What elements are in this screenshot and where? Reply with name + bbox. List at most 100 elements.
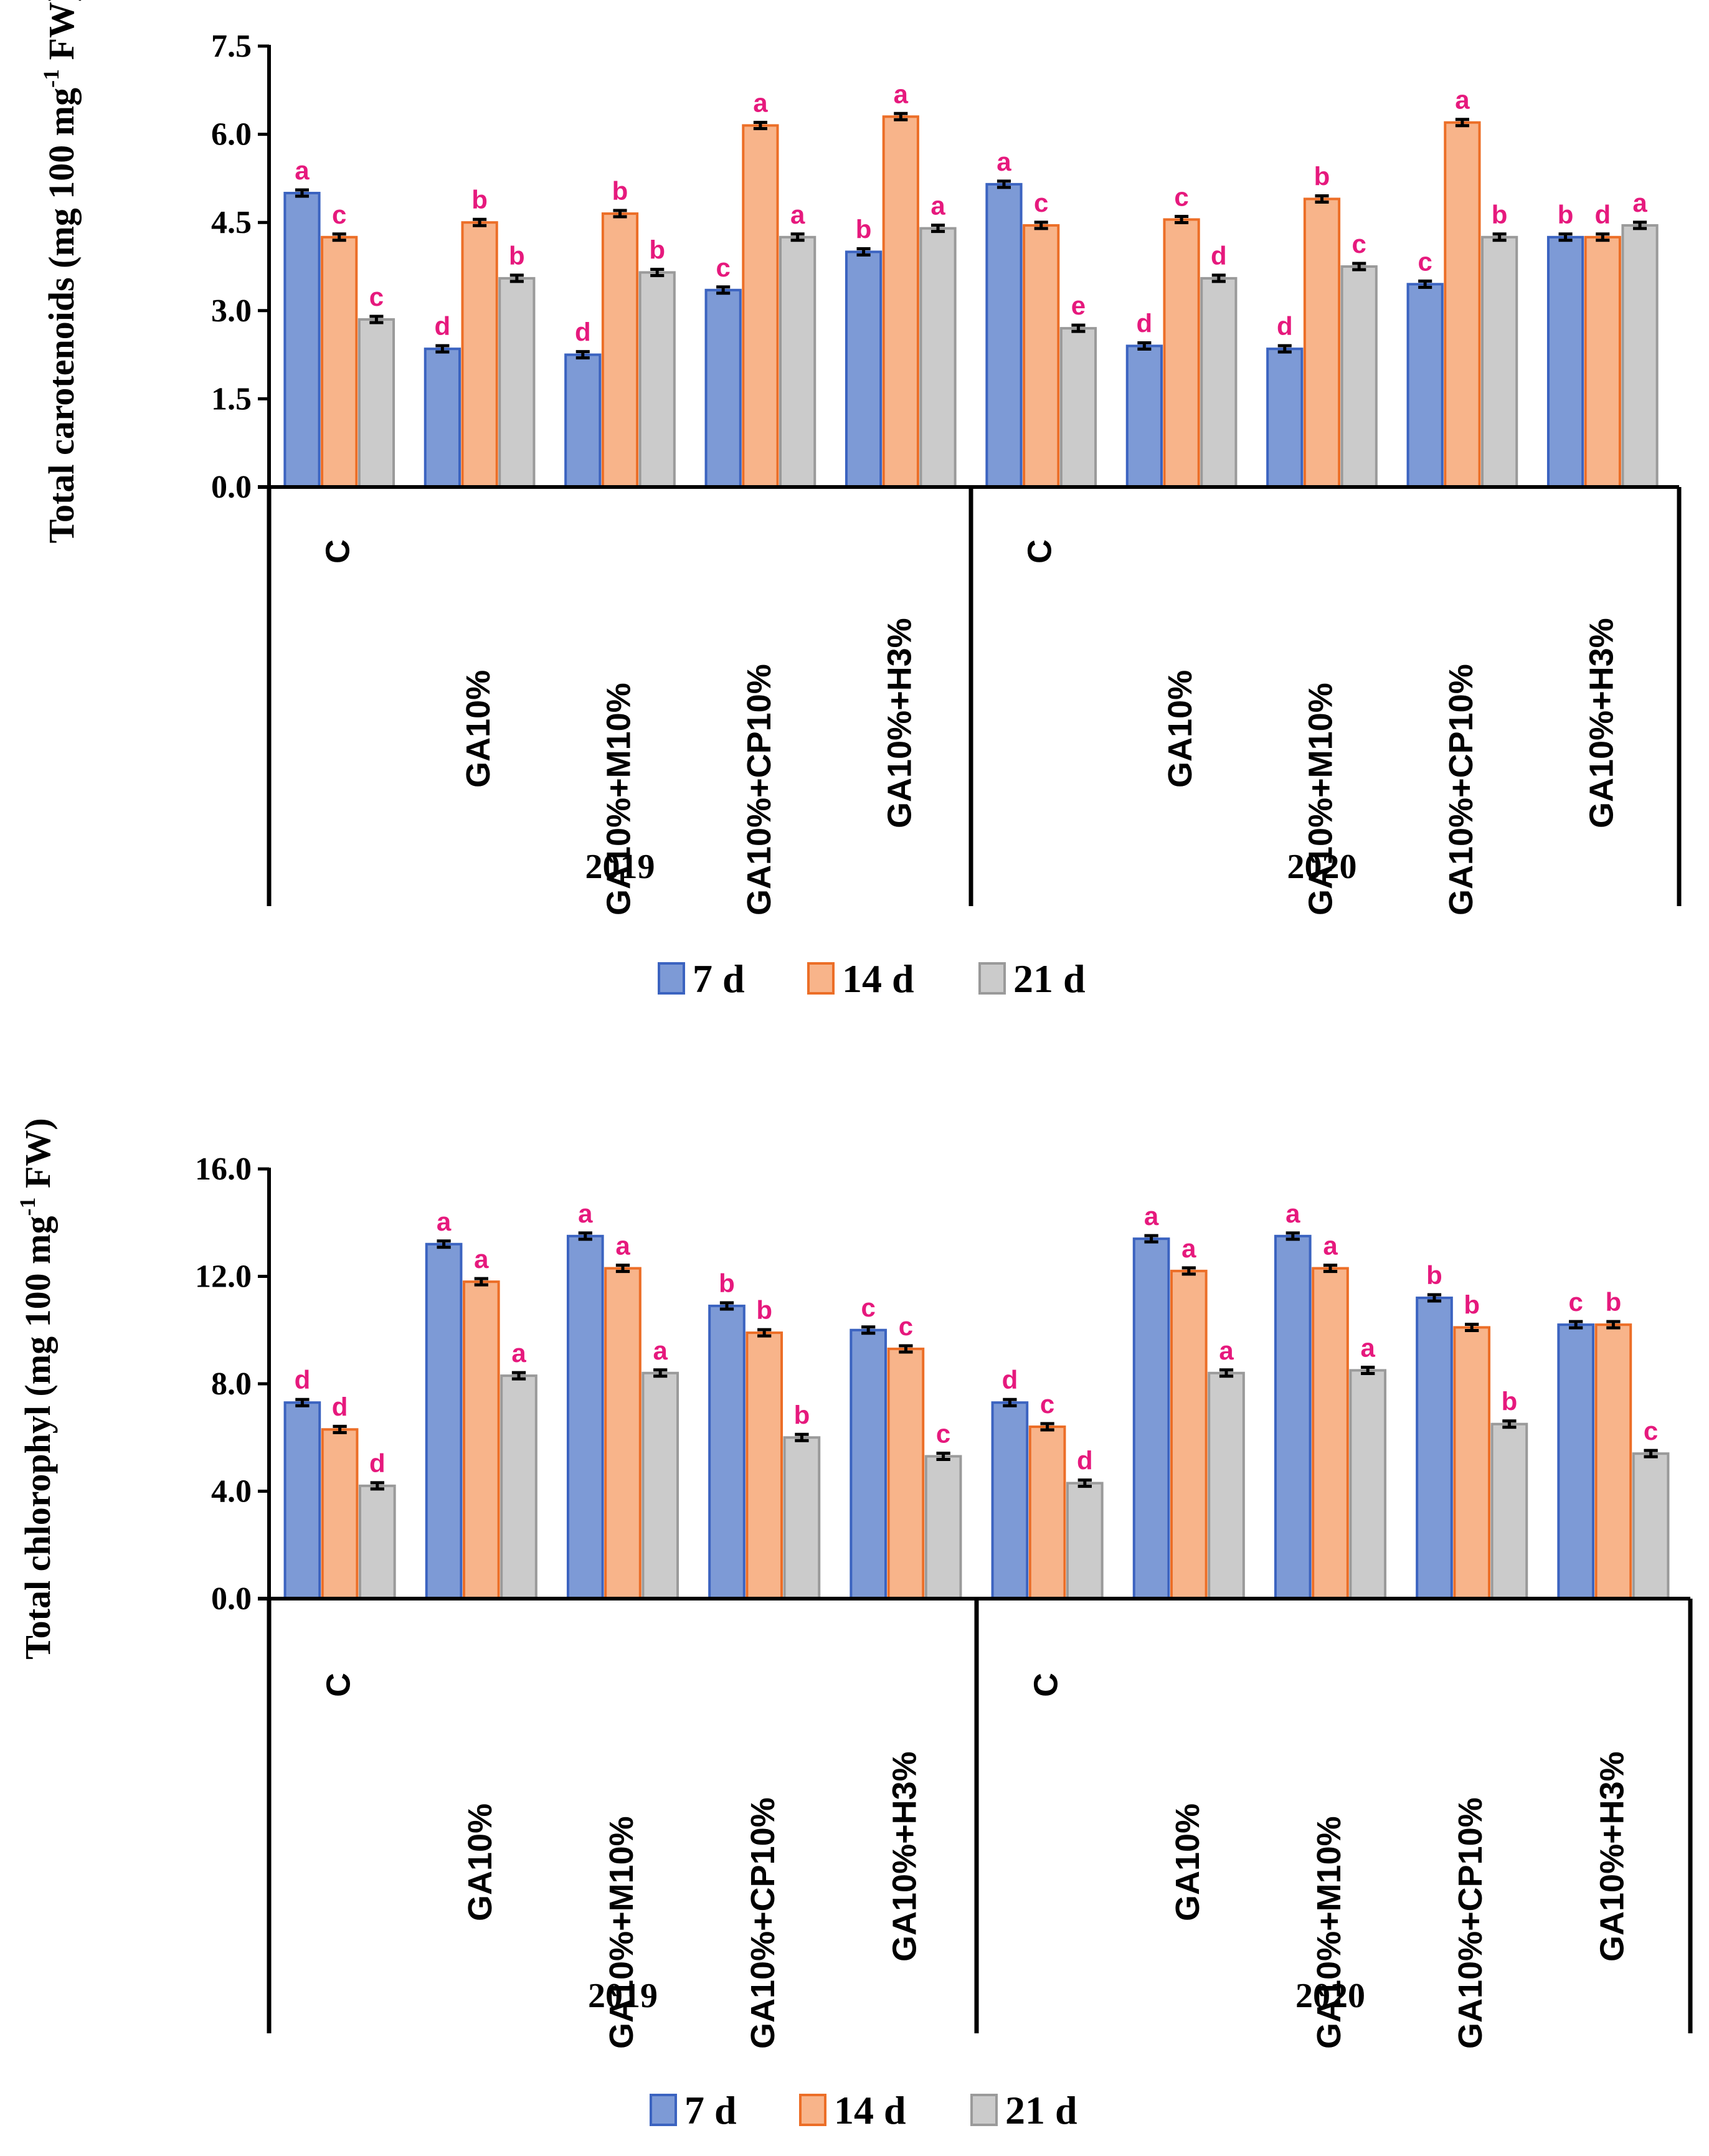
- significance-letter: a: [1632, 188, 1647, 217]
- category-label: GA10%+CP10%: [741, 664, 778, 915]
- significance-letter: c: [369, 282, 384, 311]
- significance-letter: a: [1455, 85, 1470, 115]
- y-tick-label: 8.0: [211, 1366, 252, 1402]
- significance-letter: b: [612, 176, 628, 206]
- significance-letter: b: [1314, 161, 1330, 191]
- significance-letter: d: [295, 1365, 311, 1394]
- bar-14d-9: [1453, 1326, 1491, 1600]
- bar-14d-9: [1444, 121, 1481, 489]
- y-axis-label: Total carotenoids (mg 100 mg-1 FW): [39, 0, 82, 543]
- category-label: C: [1028, 1673, 1065, 1697]
- category-label: GA10%+M10%: [1310, 1816, 1348, 2049]
- significance-letter: c: [936, 1419, 950, 1448]
- significance-letter: a: [511, 1338, 526, 1368]
- significance-letter: c: [1040, 1389, 1054, 1419]
- bar-14d-4: [746, 1331, 783, 1600]
- legend-label-7d: 7 d: [684, 2088, 737, 2132]
- legend-label-14d: 14 d: [842, 957, 914, 1001]
- category-label: GA10%+H3%: [1593, 1751, 1631, 1962]
- significance-letter: a: [295, 156, 310, 185]
- bar-14d-5: [887, 1347, 925, 1600]
- bar-14d-7: [1170, 1269, 1208, 1600]
- legend-label-21d: 21 d: [1005, 2088, 1077, 2132]
- significance-letter: d: [1277, 311, 1293, 341]
- y-tick-label: 0.0: [211, 470, 252, 505]
- significance-letter: a: [653, 1336, 668, 1365]
- legend-swatch-21d: [970, 2094, 998, 2126]
- bar-14d-6: [1023, 224, 1060, 488]
- bar-14d-3: [601, 212, 639, 488]
- bar-14d-8: [1312, 1267, 1349, 1600]
- significance-letter: a: [753, 88, 768, 117]
- y-tick-label: 12.0: [195, 1259, 252, 1295]
- significance-letter: a: [1144, 1201, 1159, 1231]
- significance-letter: a: [474, 1244, 489, 1274]
- bar-14d-8: [1303, 197, 1341, 488]
- bar-21d-6: [1059, 327, 1097, 488]
- bar-21d-4: [783, 1436, 821, 1600]
- significance-letter: a: [437, 1207, 452, 1236]
- bar-7d-2: [425, 1242, 463, 1600]
- bar-7d-6: [991, 1401, 1029, 1600]
- category-label: GA10%+CP10%: [1452, 1797, 1489, 2049]
- bar-7d-6: [985, 182, 1023, 488]
- significance-letter: c: [1569, 1287, 1583, 1317]
- significance-letter: a: [997, 147, 1011, 176]
- bar-21d-5: [919, 227, 957, 488]
- significance-letter: d: [369, 1449, 386, 1478]
- significance-letter: b: [756, 1295, 772, 1325]
- bar-14d-10: [1584, 235, 1621, 488]
- category-label: GA10%+H3%: [1583, 618, 1620, 828]
- bar-7d-7: [1132, 1237, 1170, 1600]
- significance-letter: a: [615, 1231, 630, 1260]
- significance-letter: b: [719, 1269, 735, 1298]
- legend-swatch-21d: [978, 962, 1006, 995]
- significance-letter: b: [649, 235, 665, 264]
- bar-21d-3: [641, 1371, 679, 1600]
- category-label: GA10%+CP10%: [744, 1797, 782, 2049]
- significance-letter: c: [1174, 182, 1188, 211]
- bar-14d-3: [604, 1267, 641, 1600]
- bar-21d-7: [1208, 1371, 1245, 1600]
- bar-21d-2: [500, 1374, 537, 1600]
- significance-letter: b: [1464, 1290, 1480, 1319]
- legend-swatch-7d: [650, 2094, 677, 2126]
- bar-21d-3: [638, 271, 676, 488]
- bar-21d-10: [1632, 1452, 1670, 1600]
- category-label: GA10%+M10%: [1302, 683, 1340, 915]
- bar-7d-2: [424, 348, 461, 488]
- category-label: GA10%: [1169, 1804, 1206, 1921]
- significance-letter: c: [1034, 188, 1048, 217]
- bar-14d-5: [882, 115, 919, 488]
- category-label: GA10%+M10%: [603, 1816, 640, 2049]
- bar-21d-4: [779, 235, 817, 488]
- y-tick-label: 7.5: [211, 29, 252, 64]
- bar-7d-10: [1557, 1323, 1595, 1600]
- bar-7d-10: [1546, 235, 1584, 488]
- bar-7d-3: [566, 1234, 604, 1600]
- significance-letter: b: [509, 241, 525, 270]
- bar-7d-1: [283, 1401, 321, 1600]
- legend: 7 d 14 d 21 d: [658, 957, 1086, 1001]
- bar-7d-9: [1416, 1297, 1453, 1600]
- bar-14d-2: [462, 1280, 500, 1600]
- significance-letter: d: [1077, 1446, 1093, 1475]
- significance-letter: c: [899, 1312, 913, 1341]
- bar-14d-1: [321, 235, 358, 488]
- bar-7d-9: [1406, 283, 1444, 488]
- bar-21d-1: [357, 318, 395, 489]
- legend-swatch-14d: [799, 2094, 826, 2126]
- legend-label-14d: 14 d: [834, 2088, 906, 2132]
- significance-letter: b: [794, 1400, 810, 1429]
- significance-letter: d: [1002, 1365, 1018, 1394]
- significance-letter: c: [861, 1293, 876, 1322]
- bar-7d-4: [708, 1304, 746, 1600]
- significance-letter: c: [1418, 247, 1432, 276]
- category-label: C: [1021, 539, 1059, 564]
- significance-letter: d: [1594, 200, 1611, 229]
- year-label-2019: 2019: [588, 1977, 658, 2015]
- significance-letter: d: [332, 1392, 348, 1421]
- category-label: GA10%: [462, 1804, 499, 1921]
- significance-letter: d: [435, 311, 451, 341]
